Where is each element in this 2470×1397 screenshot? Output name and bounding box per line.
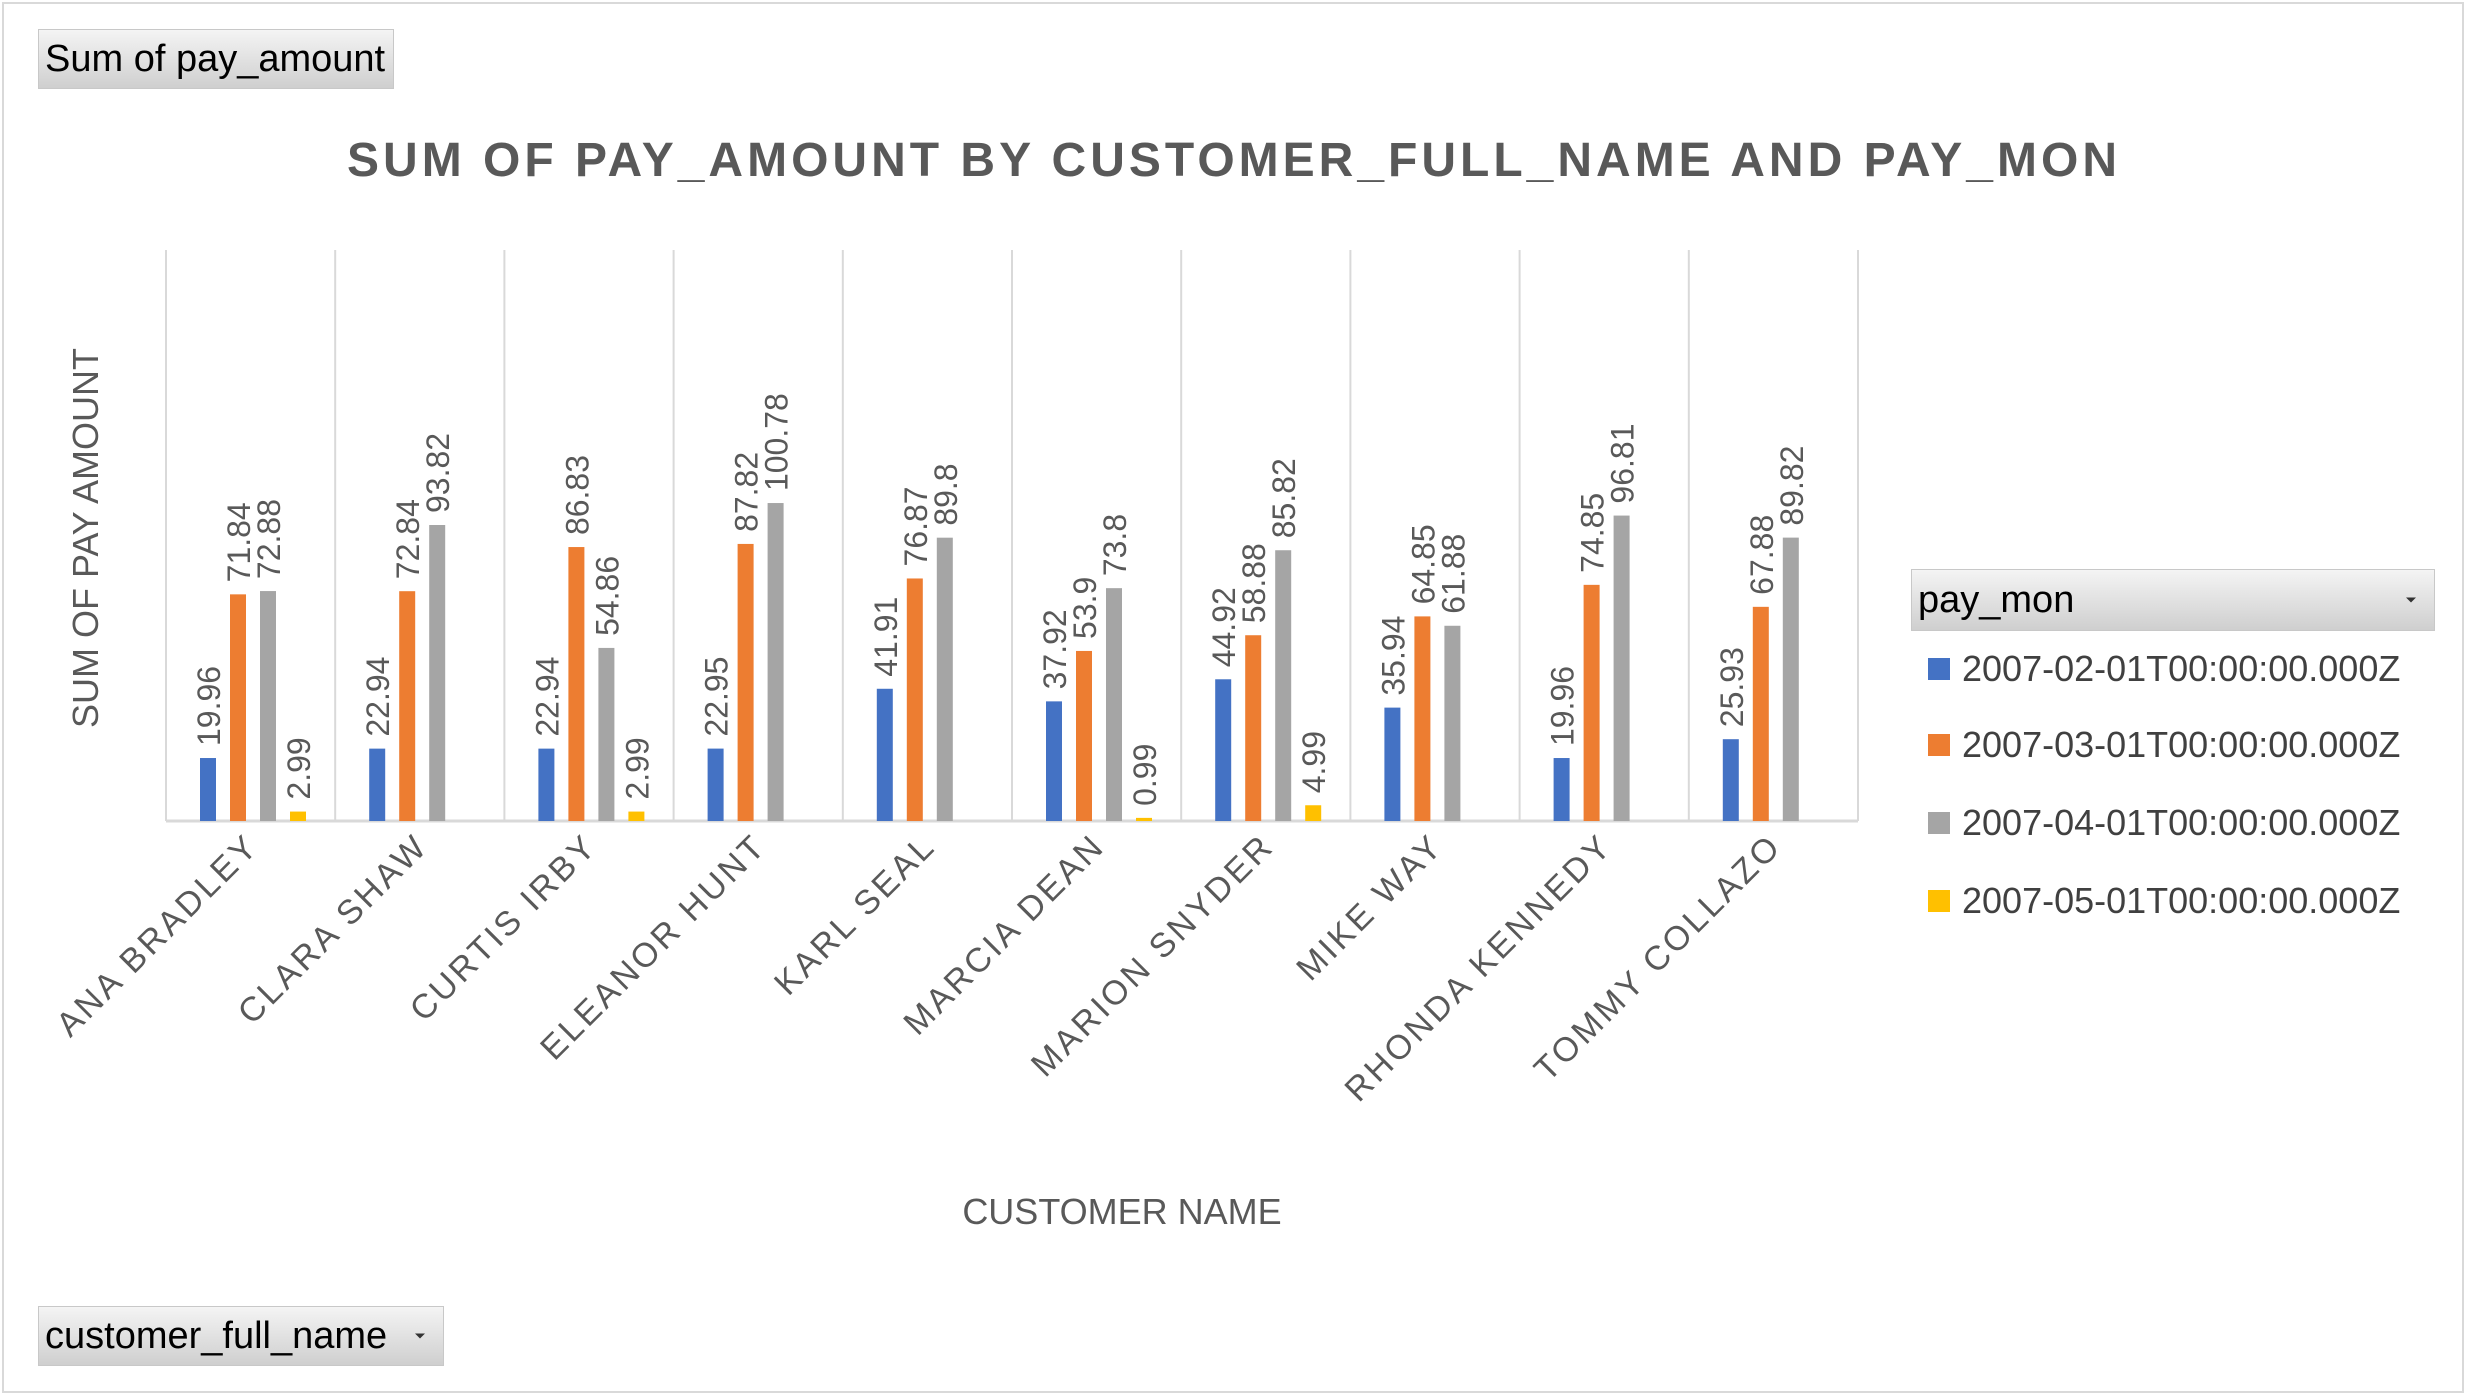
value-field-label: Sum of pay_amount	[45, 38, 386, 80]
data-label: 100.78	[759, 393, 795, 491]
data-label: 58.88	[1236, 543, 1272, 623]
bar[interactable]	[568, 547, 585, 821]
legend-swatch	[1928, 812, 1950, 834]
bar[interactable]	[767, 503, 784, 821]
legend-item[interactable]: 2007-02-01T00:00:00.000Z	[1928, 644, 2400, 694]
legend-swatch	[1928, 658, 1950, 680]
bar[interactable]	[1752, 606, 1769, 821]
bar[interactable]	[399, 591, 416, 821]
bar[interactable]	[1613, 515, 1630, 821]
axis-field-label: customer_full_name	[45, 1315, 388, 1357]
legend-field-dropdown-icon[interactable]	[2406, 597, 2416, 603]
data-label: 35.94	[1375, 616, 1411, 696]
data-label: 22.94	[360, 657, 396, 737]
data-label: 61.88	[1435, 534, 1471, 614]
data-label: 19.96	[1545, 666, 1581, 746]
data-label: 93.82	[420, 433, 456, 513]
data-label: 0.99	[1127, 744, 1163, 806]
data-label: 96.81	[1605, 423, 1641, 503]
bar[interactable]	[200, 758, 216, 821]
category-label: MIKE WAY	[1289, 827, 1450, 988]
data-label: 53.9	[1067, 577, 1103, 639]
bar[interactable]	[1245, 635, 1262, 821]
bar[interactable]	[707, 748, 724, 821]
bar[interactable]	[1076, 650, 1092, 821]
bar[interactable]	[1275, 550, 1292, 821]
data-label: 19.96	[191, 666, 227, 746]
bar[interactable]	[906, 578, 923, 821]
data-label: 67.88	[1744, 515, 1780, 595]
chart-title: SUM OF PAY_AMOUNT BY CUSTOMER_FULL_NAME …	[347, 134, 2121, 187]
data-label: 71.84	[221, 502, 257, 582]
bar[interactable]	[936, 537, 953, 821]
bar[interactable]	[737, 543, 754, 821]
data-label: 2.99	[619, 737, 655, 799]
category-label: RHONDA KENNEDY	[1338, 827, 1620, 1109]
data-label: 64.85	[1405, 524, 1441, 604]
legend-swatch	[1928, 734, 1950, 756]
legend-label: 2007-03-01T00:00:00.000Z	[1962, 724, 2401, 765]
bar[interactable]	[1553, 758, 1570, 821]
category-label: KARL SEAL	[767, 827, 943, 1003]
data-label: 72.84	[390, 499, 426, 579]
bar[interactable]	[260, 591, 276, 821]
data-label: 4.99	[1296, 731, 1332, 793]
x-axis-title: CUSTOMER NAME	[962, 1191, 1281, 1232]
bar[interactable]	[369, 748, 386, 821]
data-label: 73.8	[1097, 514, 1133, 576]
bar[interactable]	[1782, 537, 1799, 821]
legend-item[interactable]: 2007-04-01T00:00:00.000Z	[1928, 798, 2400, 848]
legend-field-label: pay_mon	[1918, 579, 2075, 621]
data-label: 44.92	[1206, 587, 1242, 667]
data-label: 54.86	[589, 556, 625, 636]
axis-field-button[interactable]: customer_full_name	[38, 1306, 444, 1366]
bar[interactable]	[1722, 739, 1739, 821]
data-label: 89.82	[1774, 446, 1810, 526]
bar[interactable]	[1215, 679, 1232, 821]
bar[interactable]	[1414, 616, 1431, 821]
data-label: 85.82	[1266, 458, 1302, 538]
bar[interactable]	[1046, 701, 1062, 821]
bar[interactable]	[1106, 588, 1122, 821]
bar[interactable]	[230, 594, 246, 821]
data-label: 74.85	[1575, 493, 1611, 573]
bar[interactable]	[628, 811, 645, 821]
data-label: 41.91	[868, 597, 904, 677]
data-label: 86.83	[559, 455, 595, 535]
legend-item[interactable]: 2007-03-01T00:00:00.000Z	[1928, 720, 2400, 770]
data-label: 22.94	[529, 657, 565, 737]
bar[interactable]	[876, 688, 893, 821]
legend-swatch	[1928, 890, 1950, 912]
legend-field-button[interactable]: pay_mon	[1911, 569, 2435, 631]
legend-item[interactable]: 2007-05-01T00:00:00.000Z	[1928, 876, 2400, 926]
data-label: 25.93	[1714, 647, 1750, 727]
legend-label: 2007-04-01T00:00:00.000Z	[1962, 802, 2401, 843]
data-label: 72.88	[251, 499, 287, 579]
y-axis-title: SUM OF PAY AMOUNT	[65, 348, 106, 728]
bar[interactable]	[598, 647, 615, 821]
bar[interactable]	[1583, 584, 1600, 821]
bar[interactable]	[290, 811, 306, 821]
bar[interactable]	[1444, 625, 1461, 821]
bar[interactable]	[538, 748, 555, 821]
data-label: 2.99	[281, 737, 317, 799]
data-label: 22.95	[699, 657, 735, 737]
bar[interactable]	[1384, 707, 1401, 821]
data-label: 87.82	[729, 452, 765, 532]
legend-label: 2007-05-01T00:00:00.000Z	[1962, 880, 2401, 921]
data-label: 89.8	[928, 463, 964, 525]
value-field-button[interactable]: Sum of pay_amount	[38, 29, 394, 89]
bar[interactable]	[1136, 817, 1152, 821]
legend-label: 2007-02-01T00:00:00.000Z	[1962, 648, 2401, 689]
bar[interactable]	[429, 524, 446, 821]
bar[interactable]	[1305, 805, 1322, 821]
category-label: ANA BRADLEY	[49, 827, 266, 1044]
data-label: 76.87	[898, 486, 934, 566]
axis-field-dropdown-icon[interactable]	[415, 1333, 425, 1339]
data-label: 37.92	[1037, 609, 1073, 689]
